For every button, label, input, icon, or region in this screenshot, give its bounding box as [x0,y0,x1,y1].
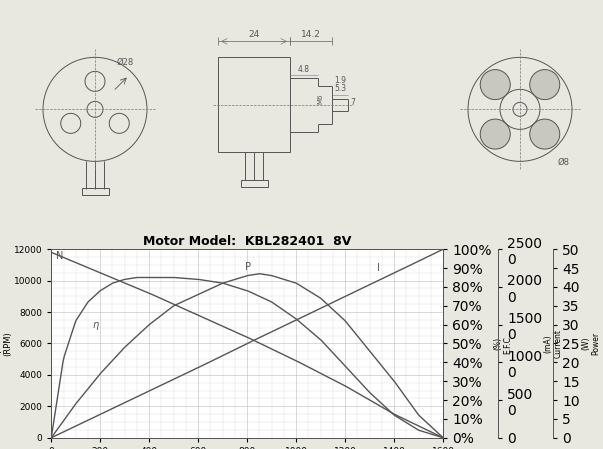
Text: Ø8: Ø8 [558,157,570,166]
Bar [82,188,109,195]
Y-axis label: (mA)
Current: (mA) Current [544,329,563,358]
Text: I: I [377,263,380,273]
Bar [241,180,268,187]
Text: P: P [245,262,251,272]
Text: 24: 24 [248,31,260,40]
Y-axis label: (W)
Power: (W) Power [581,332,601,355]
Ellipse shape [530,119,560,149]
Title: Motor Model:  KBL282401  8V: Motor Model: KBL282401 8V [143,235,352,248]
Ellipse shape [530,70,560,100]
Text: 7: 7 [350,98,355,107]
Text: 1.9: 1.9 [334,76,346,85]
Ellipse shape [480,119,510,149]
Ellipse shape [480,70,510,100]
Text: 4.8: 4.8 [298,65,310,74]
Text: M6: M6 [317,93,323,104]
Text: Ø28: Ø28 [117,57,134,66]
Text: η: η [93,320,99,330]
Text: N: N [56,251,63,260]
Text: 14.2: 14.2 [301,31,321,40]
Y-axis label: Speed
(RPM): Speed (RPM) [0,330,12,357]
Bar [218,57,290,152]
Text: 5.3: 5.3 [334,84,346,93]
Y-axis label: (%)
E.F.C.: (%) E.F.C. [493,333,513,354]
